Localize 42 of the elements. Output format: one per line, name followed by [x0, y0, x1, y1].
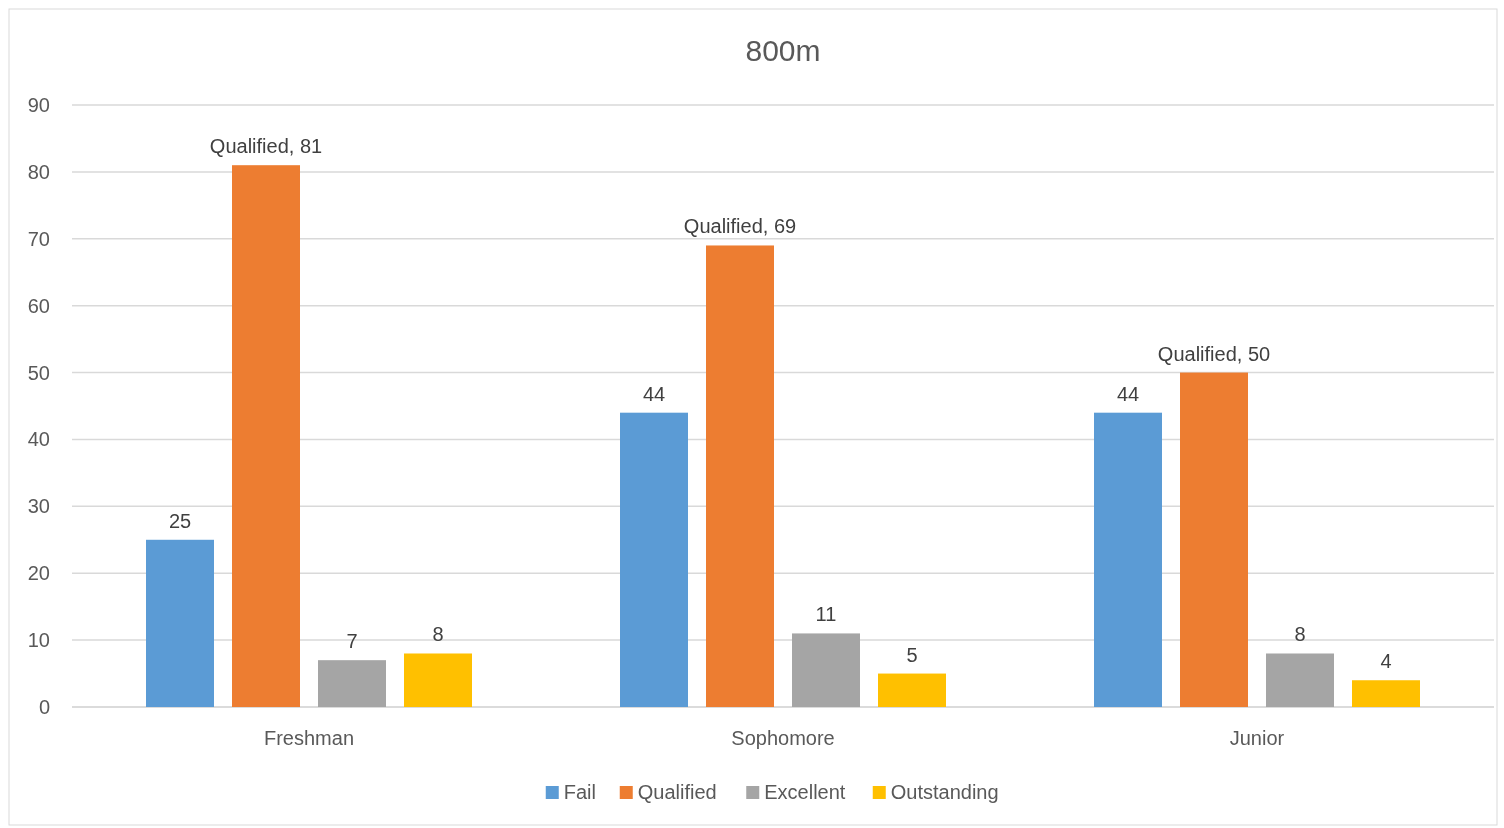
legend-label: Excellent: [764, 781, 846, 803]
bar: [706, 245, 774, 707]
bar: [404, 653, 472, 707]
bar: [620, 412, 688, 707]
data-label: Qualified, 69: [683, 215, 797, 238]
bar: [146, 539, 214, 707]
x-tick-label: Freshman: [263, 727, 355, 749]
legend-label: Qualified: [637, 781, 717, 803]
y-tick-label: 50: [27, 361, 50, 384]
legend-label: Fail: [563, 781, 596, 803]
y-tick-label: 60: [27, 294, 50, 317]
data-label: 7: [346, 630, 358, 653]
data-label: Qualified, 50: [1157, 342, 1271, 365]
data-label: 8: [432, 623, 444, 646]
y-tick-label: 40: [27, 428, 50, 451]
x-tick-label: Junior: [1229, 727, 1285, 749]
y-tick-label: 90: [27, 94, 50, 116]
data-label: Qualified, 81: [209, 135, 323, 158]
data-label: 4: [1380, 650, 1392, 673]
y-tick-label: 20: [27, 562, 50, 585]
data-label: 44: [1116, 382, 1140, 405]
data-label: 8: [1294, 623, 1306, 646]
bar: [1094, 412, 1162, 707]
bar: [878, 673, 946, 707]
data-label: 44: [642, 382, 666, 405]
legend-label: Outstanding: [890, 781, 999, 803]
y-tick-label: 70: [27, 227, 50, 250]
bar: [318, 660, 386, 707]
data-label: 25: [168, 509, 192, 532]
y-tick-label: 10: [27, 629, 50, 652]
bar: [1352, 680, 1420, 707]
y-tick-label: 30: [27, 495, 50, 518]
bar: [232, 165, 300, 707]
bar: [1180, 372, 1248, 707]
bar: [792, 633, 860, 707]
y-tick-label: 80: [27, 160, 50, 183]
y-tick-label: 0: [38, 696, 50, 718]
data-label: 11: [815, 603, 837, 626]
chart-title: 800m: [745, 34, 821, 67]
data-label: 5: [906, 643, 918, 666]
x-tick-label: Sophomore: [731, 727, 835, 749]
bar: [1266, 653, 1334, 707]
